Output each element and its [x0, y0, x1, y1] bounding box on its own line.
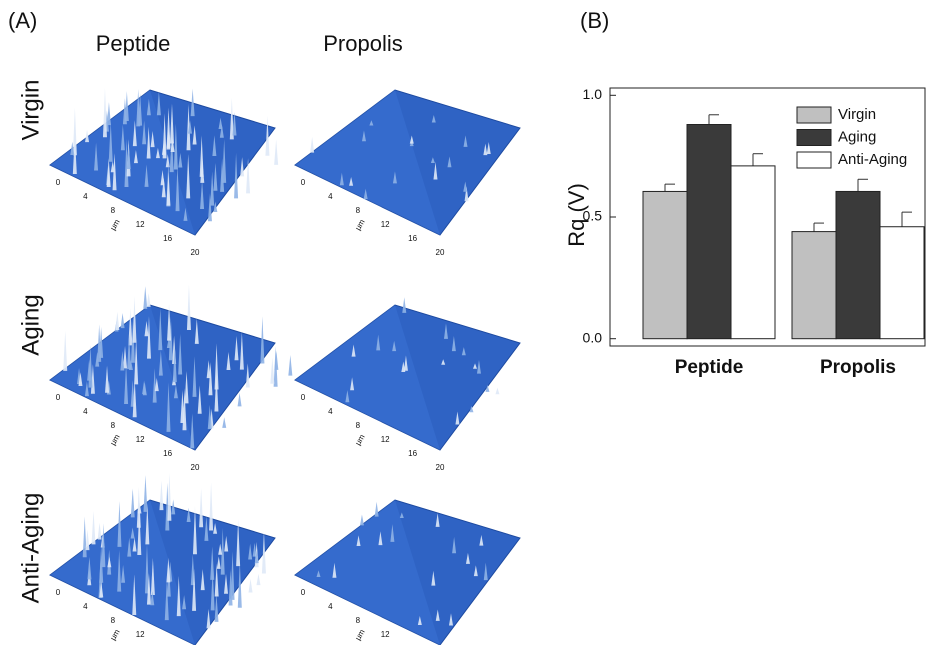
- afm-spike: [256, 574, 260, 585]
- row-title: Aging: [17, 294, 44, 355]
- surface-tick-label: 0: [56, 588, 61, 597]
- afm-spike: [238, 393, 242, 407]
- afm-spike: [360, 515, 364, 526]
- surface-tick-label: 4: [83, 602, 88, 611]
- afm-spike: [402, 297, 406, 313]
- afm-spike: [103, 88, 107, 137]
- afm-spike: [270, 358, 274, 384]
- surface-tick-label: 20: [436, 248, 445, 257]
- x-tick-label: Propolis: [820, 357, 896, 378]
- surface-tick-label: 0: [56, 178, 61, 187]
- afm-spike: [274, 140, 278, 165]
- afm-spike: [98, 523, 102, 540]
- surface-tick-label: 16: [163, 234, 172, 243]
- legend-swatch: [797, 107, 831, 123]
- afm-spike: [249, 579, 253, 593]
- surface-unit: μm: [108, 628, 122, 643]
- surface-tick-label: 16: [408, 234, 417, 243]
- surface-tick-label: 20: [191, 248, 200, 257]
- row-title: Anti-Aging: [17, 493, 44, 604]
- surface-unit: μm: [108, 218, 122, 233]
- afm-spike: [143, 475, 147, 512]
- surface-tick-label: 0: [301, 393, 306, 402]
- legend-label: Aging: [838, 128, 876, 145]
- surface-tick-label: 12: [136, 630, 145, 639]
- afm-spike: [209, 482, 213, 530]
- afm-spike: [222, 417, 226, 428]
- panel-label: (B): [580, 8, 609, 33]
- x-tick-label: Peptide: [675, 357, 744, 378]
- y-tick-label: 1.0: [583, 86, 603, 102]
- surface-tick-label: 8: [356, 206, 361, 215]
- legend-swatch: [797, 130, 831, 146]
- afm-spike: [115, 312, 119, 330]
- afm-spike: [187, 285, 191, 330]
- afm-spike: [85, 530, 89, 550]
- afm-spike: [121, 313, 125, 328]
- afm-spike: [143, 286, 147, 309]
- surface-unit: μm: [353, 628, 367, 643]
- afm-spike: [83, 517, 87, 558]
- surface-tick-label: 8: [356, 616, 361, 625]
- afm-spike: [147, 293, 151, 307]
- column-title: Propolis: [323, 31, 402, 56]
- surface-tick-label: 0: [301, 588, 306, 597]
- afm-spike: [159, 481, 163, 510]
- row-title: Virgin: [17, 80, 44, 141]
- surface-tick-label: 0: [301, 178, 306, 187]
- bar: [643, 191, 687, 338]
- afm-spike: [310, 137, 314, 153]
- surface-tick-label: 20: [436, 463, 445, 472]
- surface-tick-label: 4: [328, 602, 333, 611]
- surface-unit: μm: [353, 218, 367, 233]
- afm-spike: [167, 473, 171, 520]
- figure: (A) Peptide Propolis (B) Rq (V) VirginAg…: [0, 0, 927, 645]
- surface-unit: μm: [108, 433, 122, 448]
- surface-tick-label: 0: [56, 393, 61, 402]
- surface-tick-label: 4: [328, 407, 333, 416]
- surface-tick-label: 12: [381, 630, 390, 639]
- afm-spike: [199, 488, 203, 527]
- bar: [731, 166, 775, 339]
- legend-swatch: [797, 152, 831, 168]
- surface-tick-label: 8: [111, 206, 116, 215]
- surface-unit: μm: [353, 433, 367, 448]
- surface-tick-label: 4: [83, 407, 88, 416]
- afm-spike: [131, 489, 135, 518]
- afm-spike: [495, 388, 499, 395]
- y-tick-label: 0.0: [583, 329, 603, 345]
- surface-tick-label: 4: [328, 192, 333, 201]
- bar: [836, 191, 880, 338]
- legend-label: Anti-Aging: [838, 151, 907, 168]
- surface-tick-label: 20: [191, 463, 200, 472]
- surface-tick-label: 12: [136, 435, 145, 444]
- surface-tick-label: 16: [408, 449, 417, 458]
- bar: [880, 227, 924, 339]
- surface-tick-label: 8: [356, 421, 361, 430]
- bar: [792, 232, 836, 339]
- afm-spike: [63, 331, 67, 371]
- panel-label: (A): [8, 8, 37, 33]
- legend-label: Virgin: [838, 106, 876, 123]
- afm-spike: [92, 511, 96, 544]
- surface-tick-label: 4: [83, 192, 88, 201]
- surface-tick-label: 12: [381, 220, 390, 229]
- bar: [687, 125, 731, 339]
- afm-spike: [375, 502, 379, 517]
- column-title: Peptide: [96, 31, 171, 56]
- surface-tick-label: 12: [136, 220, 145, 229]
- surface-tick-label: 16: [163, 449, 172, 458]
- surface-tick-label: 12: [381, 435, 390, 444]
- y-tick-label: 0.5: [583, 208, 603, 224]
- surface-tick-label: 8: [111, 616, 116, 625]
- surface-tick-label: 8: [111, 421, 116, 430]
- afm-spike: [288, 355, 292, 376]
